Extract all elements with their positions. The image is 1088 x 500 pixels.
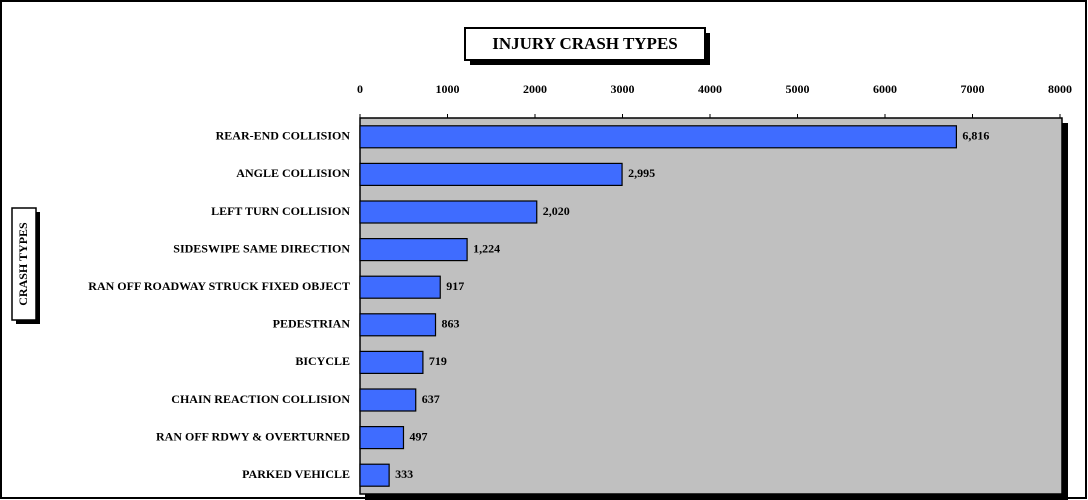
- bar: [359, 426, 405, 450]
- y-tick-label: RAN OFF RDWY & OVERTURNED: [156, 429, 350, 443]
- x-tick-label: 4000: [698, 82, 722, 96]
- bar: [359, 238, 468, 262]
- y-tick-label: SIDESWIPE SAME DIRECTION: [173, 241, 350, 255]
- value-label: 863: [442, 317, 460, 331]
- title-box: [464, 27, 706, 61]
- y-tick-label: RAN OFF ROADWAY STRUCK FIXED OBJECT: [88, 279, 350, 293]
- x-tick-label: 8000: [1048, 82, 1072, 96]
- value-label: 497: [409, 429, 427, 443]
- y-tick-label: REAR-END COLLISION: [216, 129, 351, 143]
- value-label: 2,020: [543, 204, 570, 218]
- bar: [359, 350, 424, 374]
- value-label: 917: [446, 279, 464, 293]
- y-tick-label: LEFT TURN COLLISION: [211, 204, 350, 218]
- y-tick-label: BICYCLE: [295, 354, 350, 368]
- bar: [359, 313, 437, 337]
- bar: [359, 125, 958, 149]
- value-label: 2,995: [628, 166, 655, 180]
- y-tick-label: PARKED VEHICLE: [242, 467, 350, 481]
- value-label: 719: [429, 354, 447, 368]
- y-tick-label: CHAIN REACTION COLLISION: [171, 392, 350, 406]
- bar: [359, 200, 538, 224]
- value-label: 333: [395, 467, 413, 481]
- bar: [359, 162, 623, 186]
- x-tick-label: 7000: [961, 82, 985, 96]
- bar: [359, 275, 441, 299]
- x-tick-label: 6000: [873, 82, 897, 96]
- bar: [359, 388, 417, 412]
- chart-title: INJURY CRASH TYPES: [492, 34, 678, 53]
- x-tick-label: 0: [357, 82, 363, 96]
- x-tick-label: 1000: [436, 82, 460, 96]
- x-tick-label: 2000: [523, 82, 547, 96]
- x-tick-label: 3000: [611, 82, 635, 96]
- value-label: 1,224: [473, 241, 500, 255]
- value-label: 637: [422, 392, 440, 406]
- y-tick-label: PEDESTRIAN: [273, 317, 351, 331]
- axis-label-box: [11, 207, 37, 321]
- x-tick-label: 5000: [786, 82, 810, 96]
- y-tick-label: ANGLE COLLISION: [236, 166, 350, 180]
- y-axis-label: CRASH TYPES: [16, 222, 30, 306]
- bar: [359, 463, 390, 487]
- value-label: 6,816: [962, 129, 989, 143]
